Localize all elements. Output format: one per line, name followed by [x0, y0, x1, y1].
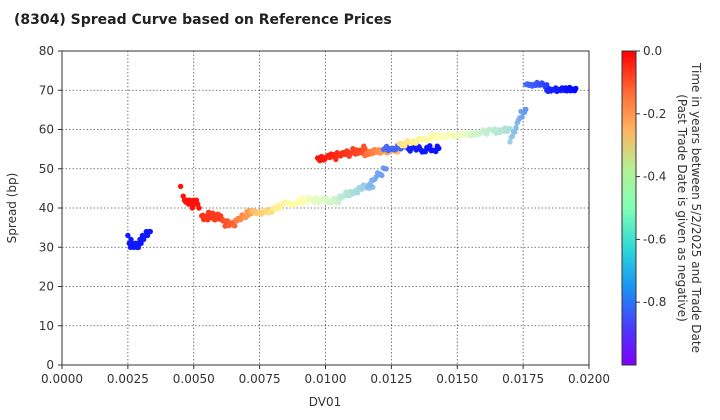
scatter-point [189, 205, 196, 211]
y-tick-label: 50 [39, 162, 54, 176]
x-axis-ticks: 0.0000 0.0025 0.0050 0.0075 0.0100 0.0125 0.01… [41, 365, 610, 386]
chart-title: (8304) Spread Curve based on Reference P… [14, 12, 392, 28]
y-axis-ticks: 0 10 20 30 40 50 60 70 80 [39, 44, 62, 372]
scatter-point [138, 240, 144, 246]
colorbar-tick-label: -0.4 [643, 170, 666, 184]
colorbar [621, 50, 637, 366]
y-tick-label: 10 [39, 319, 54, 333]
scatter-point [573, 85, 579, 92]
y-tick-label: 20 [39, 280, 54, 294]
scatter-point [383, 166, 389, 172]
scatter-point [509, 133, 516, 139]
colorbar-tick-label: -0.6 [643, 232, 666, 246]
x-tick-label: 0.0125 [370, 372, 412, 386]
y-tick-label: 70 [39, 83, 54, 97]
gridlines [62, 51, 589, 365]
scatter-point [513, 124, 519, 131]
y-tick-label: 40 [39, 201, 54, 215]
x-tick-label: 0.0075 [239, 372, 281, 386]
scatter-point [507, 139, 513, 145]
y-tick-label: 0 [46, 358, 54, 372]
scatter-point [362, 146, 368, 152]
scatter-point [333, 156, 339, 163]
colorbar-tick-label: -0.8 [643, 295, 666, 309]
x-axis-label: DV01 [309, 395, 342, 409]
colorbar-tick-label: -0.2 [643, 107, 666, 121]
scatter-point [544, 82, 550, 88]
y-tick-label: 80 [39, 44, 54, 58]
x-tick-label: 0.0200 [568, 372, 610, 386]
scatter-point [135, 244, 142, 250]
x-tick-label: 0.0025 [107, 372, 149, 386]
scatter-point [512, 129, 518, 135]
scatter-point [196, 205, 202, 211]
scatter-point [507, 125, 513, 132]
x-tick-label: 0.0000 [41, 372, 83, 386]
scatter-point [232, 223, 238, 229]
colorbar-label-line1: Time in years between 5/2/2025 and Trade… [689, 62, 703, 353]
x-tick-label: 0.0100 [305, 372, 347, 386]
scatter-point [177, 183, 184, 190]
scatter-point [367, 183, 374, 189]
x-tick-label: 0.0050 [173, 372, 215, 386]
scatter-point [125, 232, 131, 239]
scatter-point [336, 199, 342, 206]
scatter-point [436, 145, 442, 151]
scatter-point [379, 172, 385, 179]
y-tick-label: 30 [39, 240, 54, 254]
colorbar-ticks: 0.0 -0.2 -0.4 -0.6 -0.8 [636, 44, 666, 309]
scatter-point [427, 143, 433, 149]
y-axis-label: Spread (bp) [5, 173, 19, 244]
y-tick-label: 60 [39, 123, 54, 137]
x-tick-label: 0.0175 [502, 372, 544, 386]
scatter-point [519, 114, 525, 120]
scatter-point [523, 106, 529, 113]
colorbar-tick-label: 0.0 [643, 44, 662, 58]
scatter-point [147, 228, 153, 235]
data-points [125, 79, 579, 250]
x-tick-label: 0.0150 [436, 372, 478, 386]
scatter-point [484, 131, 490, 137]
colorbar-label-line2: (Past Trade Date is given as negative) [675, 94, 689, 322]
